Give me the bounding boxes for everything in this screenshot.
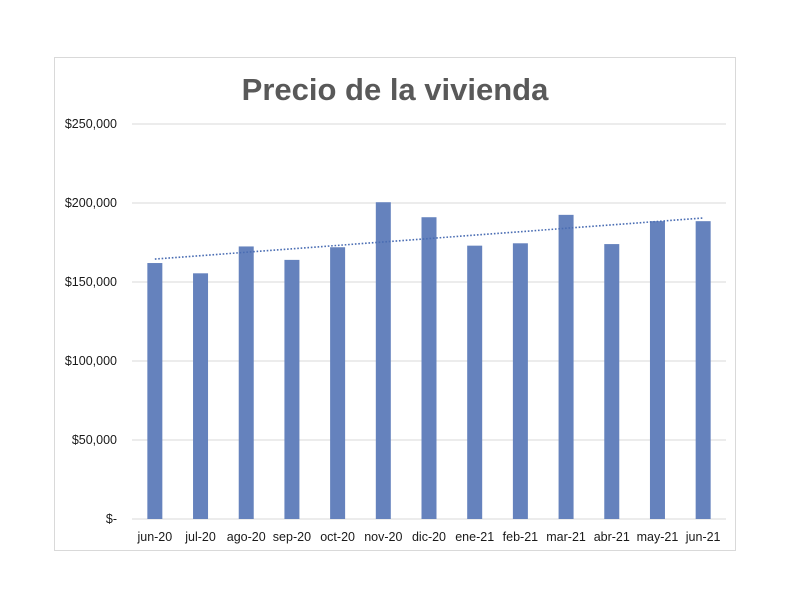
x-tick-label: ago-20 xyxy=(227,530,266,544)
chart-title: Precio de la vivienda xyxy=(242,72,549,107)
bar-jun-21 xyxy=(695,221,711,520)
bars xyxy=(147,202,711,520)
bar-feb-21 xyxy=(512,243,528,520)
bar-may-21 xyxy=(649,221,665,520)
x-tick-label: jun-20 xyxy=(136,530,172,544)
bar-jun-20 xyxy=(147,263,163,519)
y-tick-label: $250,000 xyxy=(65,117,117,131)
bar-ene-21 xyxy=(467,245,483,519)
bar-dic-20 xyxy=(421,217,437,519)
y-axis-tick-labels: $- $50,000 $100,000 $150,000 $200,000 $250,00… xyxy=(65,117,117,526)
x-axis-tick-labels: jun-20 jul-20 ago-20 sep-20 oct-20 nov-20 dic-… xyxy=(136,530,720,544)
gridlines xyxy=(132,123,726,520)
x-tick-label: may-21 xyxy=(637,530,679,544)
x-tick-label: dic-20 xyxy=(412,530,446,544)
y-tick-label: $- xyxy=(106,512,117,526)
y-tick-label: $200,000 xyxy=(65,196,117,210)
x-tick-label: sep-20 xyxy=(273,530,311,544)
bar-abr-21 xyxy=(604,244,620,519)
x-tick-label: jul-20 xyxy=(184,530,216,544)
bar-jul-20 xyxy=(193,273,209,519)
y-tick-label: $50,000 xyxy=(72,433,117,447)
y-tick-label: $100,000 xyxy=(65,354,117,368)
chart-area xyxy=(54,57,736,551)
x-tick-label: mar-21 xyxy=(546,530,586,544)
x-tick-label: nov-20 xyxy=(364,530,402,544)
x-tick-label: oct-20 xyxy=(320,530,355,544)
bar-oct-20 xyxy=(330,247,346,520)
bar-ago-20 xyxy=(238,246,254,519)
x-tick-label: abr-21 xyxy=(594,530,630,544)
y-tick-label: $150,000 xyxy=(65,275,117,289)
x-tick-label: ene-21 xyxy=(455,530,494,544)
bar-nov-20 xyxy=(375,202,391,519)
x-tick-label: feb-21 xyxy=(503,530,538,544)
bar-mar-21 xyxy=(558,214,574,519)
x-tick-label: jun-21 xyxy=(685,530,721,544)
bar-sep-20 xyxy=(284,259,300,519)
